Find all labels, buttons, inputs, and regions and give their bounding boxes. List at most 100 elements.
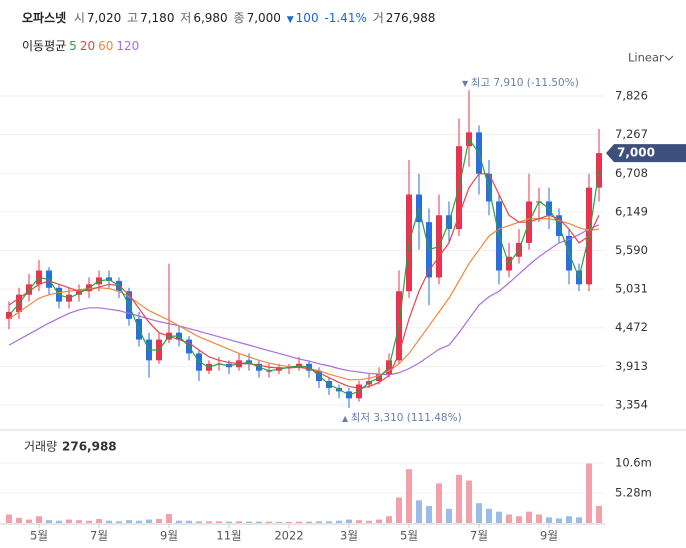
volume-bar xyxy=(556,518,562,523)
volume-bar xyxy=(336,520,342,523)
volume-bar xyxy=(146,519,152,523)
field-label: 시 xyxy=(73,11,85,25)
low-mark: ▲ 최저 3,310 (111.48%) xyxy=(342,412,462,424)
volume-bar xyxy=(106,520,112,523)
ma-legend: 이동평균 5 20 60 120 xyxy=(22,37,142,54)
x-tick-label: 3월 xyxy=(340,529,358,543)
legend-entry: 120 xyxy=(116,39,140,53)
volume-bar xyxy=(16,517,22,523)
ma-line xyxy=(8,218,600,381)
volume-bar xyxy=(586,463,592,523)
x-tick-label: 9월 xyxy=(540,529,558,543)
chevron[interactable] xyxy=(664,55,674,61)
volume-bar xyxy=(276,521,282,523)
volume-bar xyxy=(316,521,322,523)
x-tick-label: 7월 xyxy=(90,529,108,543)
y-tick-label: 10.6m xyxy=(615,455,652,469)
field-label: 종 xyxy=(233,11,245,25)
volume-bar xyxy=(326,521,332,523)
field-label: 거 xyxy=(372,11,384,25)
volume-bar xyxy=(526,511,532,523)
change: 100 xyxy=(295,11,319,25)
volume-bar xyxy=(446,508,452,523)
high-mark: ▼ 최고 7,910 (-11.50%) xyxy=(462,77,579,89)
volume-bar xyxy=(66,519,72,523)
y-tick-label: 7,267 xyxy=(615,127,648,141)
volume-bar xyxy=(246,521,252,523)
volume-bar xyxy=(436,483,442,523)
volume-bar xyxy=(596,506,602,523)
marker-glyph: ▲ xyxy=(342,414,351,423)
volume-bar xyxy=(496,511,502,523)
volume-bar xyxy=(136,520,142,523)
stock-name: 오파스넷 xyxy=(22,11,67,25)
marker-text: (111.48%) xyxy=(407,412,462,424)
legend-entry: 20 xyxy=(79,39,96,53)
volume-bar xyxy=(486,508,492,523)
volume-bar xyxy=(126,520,132,523)
marker-text: 최고 xyxy=(471,77,491,89)
x-tick-label: 11월 xyxy=(216,529,241,543)
volume-bar xyxy=(226,521,232,523)
volume-bar xyxy=(536,514,542,523)
current-price-tag xyxy=(606,144,686,163)
volume-bar xyxy=(186,520,192,523)
volume-bar xyxy=(396,497,402,523)
legend-title: 이동평균 xyxy=(22,39,67,53)
x-tick-label: 5월 xyxy=(400,529,418,543)
marker-text: (-11.50%) xyxy=(527,77,579,89)
marker-text: 7,910 xyxy=(493,77,523,89)
volume-bar xyxy=(236,521,242,523)
volume-bar xyxy=(386,516,392,523)
volume-bar xyxy=(426,506,432,523)
volume-bar xyxy=(206,521,212,523)
volume-bar xyxy=(376,519,382,523)
field-label: 고 xyxy=(127,11,139,25)
scale-mode[interactable]: Linear xyxy=(628,51,664,65)
volume-bar xyxy=(366,520,372,523)
volume-bar xyxy=(296,521,302,523)
x-tick-label: 7월 xyxy=(470,529,488,543)
y-tick-label: 7,826 xyxy=(615,89,648,103)
volume-bar xyxy=(36,516,42,523)
y-tick-label: 3,354 xyxy=(615,397,648,411)
marker-text: 3,310 xyxy=(373,412,403,424)
volume-bar xyxy=(166,513,172,523)
volume-bar xyxy=(506,514,512,523)
volume-bar xyxy=(566,516,572,523)
y-tick-label: 6,149 xyxy=(615,204,648,218)
x-tick-label: 2022 xyxy=(274,529,303,543)
volume-bar xyxy=(546,517,552,523)
volume-bar xyxy=(196,521,202,523)
volume-bar xyxy=(26,519,32,523)
volume-bar xyxy=(176,520,182,523)
volume-bar xyxy=(346,519,352,523)
marker-glyph: ▼ xyxy=(462,79,471,88)
volume-bar xyxy=(576,517,582,523)
volume-bar xyxy=(96,519,102,523)
y-tick-label: 3,913 xyxy=(615,359,648,373)
ma-line xyxy=(8,224,600,376)
volume-title: 거래량 xyxy=(24,440,57,454)
legend-entry: 5 xyxy=(69,39,77,53)
volume-bar xyxy=(286,521,292,523)
change-pct: -1.41% xyxy=(324,11,367,25)
volume-bar xyxy=(56,520,62,523)
volume-bar xyxy=(466,480,472,523)
y-tick-label: 5.28m xyxy=(615,486,652,500)
current-price-label: 7,000 xyxy=(617,146,655,160)
y-tick-label: 5,031 xyxy=(615,282,648,296)
volume-bar xyxy=(256,521,262,523)
ma-line xyxy=(8,137,600,396)
volume-bar xyxy=(476,503,482,523)
volume-bar xyxy=(516,516,522,523)
volume-bar xyxy=(46,520,52,523)
volume-bar xyxy=(266,521,272,523)
field-value: 7,020 xyxy=(86,11,122,25)
x-tick-label: 5월 xyxy=(30,529,48,543)
volume-bar xyxy=(406,469,412,523)
ma-line xyxy=(8,173,600,389)
field-value: 276,988 xyxy=(385,11,436,25)
